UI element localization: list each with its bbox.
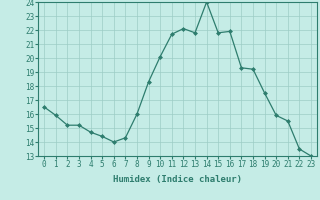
X-axis label: Humidex (Indice chaleur): Humidex (Indice chaleur) (113, 175, 242, 184)
